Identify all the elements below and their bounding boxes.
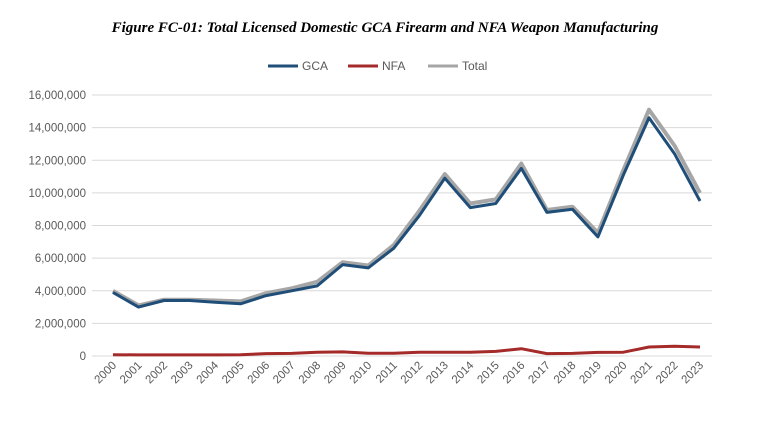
x-tick-label: 2005 — [220, 360, 247, 387]
series-lines — [112, 107, 702, 357]
x-tick-label: 2008 — [297, 360, 324, 387]
legend-label: Total — [462, 59, 487, 73]
y-tick-label: 2,000,000 — [35, 318, 86, 330]
x-tick-label: 2022 — [654, 360, 681, 387]
y-tick-label: 10,000,000 — [28, 188, 86, 200]
series-line-gca — [112, 116, 702, 309]
x-axis: 2000200120022003200420052006200720082009… — [93, 359, 707, 386]
series-line-total — [112, 107, 702, 308]
x-tick-label: 2007 — [271, 360, 298, 387]
x-tick-label: 2011 — [374, 360, 400, 386]
y-tick-label: 4,000,000 — [35, 286, 86, 298]
x-tick-label: 2000 — [93, 360, 120, 387]
x-tick-label: 2004 — [195, 359, 222, 386]
x-tick-label: 2002 — [144, 360, 171, 387]
x-tick-label: 2014 — [450, 359, 477, 386]
x-tick-label: 2023 — [680, 360, 707, 387]
x-tick-label: 2020 — [603, 360, 630, 387]
y-tick-label: 14,000,000 — [28, 123, 86, 135]
chart-title: Figure FC-01: Total Licensed Domestic GC… — [111, 20, 659, 36]
x-tick-label: 2006 — [246, 360, 273, 387]
x-tick-label: 2019 — [577, 360, 604, 387]
y-axis: 0 2,000,000 4,000,000 6,000,000 8,000,000 10,… — [28, 90, 86, 363]
x-tick-label: 2001 — [118, 360, 145, 387]
y-tick-label: 8,000,000 — [35, 221, 86, 233]
x-tick-label: 2018 — [552, 360, 579, 387]
x-tick-label: 2015 — [475, 360, 502, 387]
x-tick-label: 2017 — [526, 360, 553, 387]
x-tick-label: 2010 — [348, 360, 375, 387]
y-tick-label: 12,000,000 — [28, 155, 86, 167]
x-tick-label: 2016 — [501, 360, 528, 387]
x-tick-label: 2009 — [322, 360, 349, 387]
x-tick-label: 2021 — [628, 360, 655, 387]
legend-label: NFA — [382, 59, 405, 73]
x-tick-label: 2013 — [424, 360, 451, 387]
x-tick-label: 2003 — [169, 360, 196, 387]
legend: GCA NFA Total — [268, 59, 487, 73]
gridlines — [92, 94, 712, 357]
legend-label: GCA — [302, 59, 328, 73]
y-tick-label: 16,000,000 — [28, 90, 86, 102]
x-tick-label: 2012 — [399, 360, 426, 387]
y-tick-label: 6,000,000 — [35, 253, 86, 265]
series-line-nfa — [112, 344, 701, 357]
y-tick-label: 0 — [80, 351, 86, 363]
